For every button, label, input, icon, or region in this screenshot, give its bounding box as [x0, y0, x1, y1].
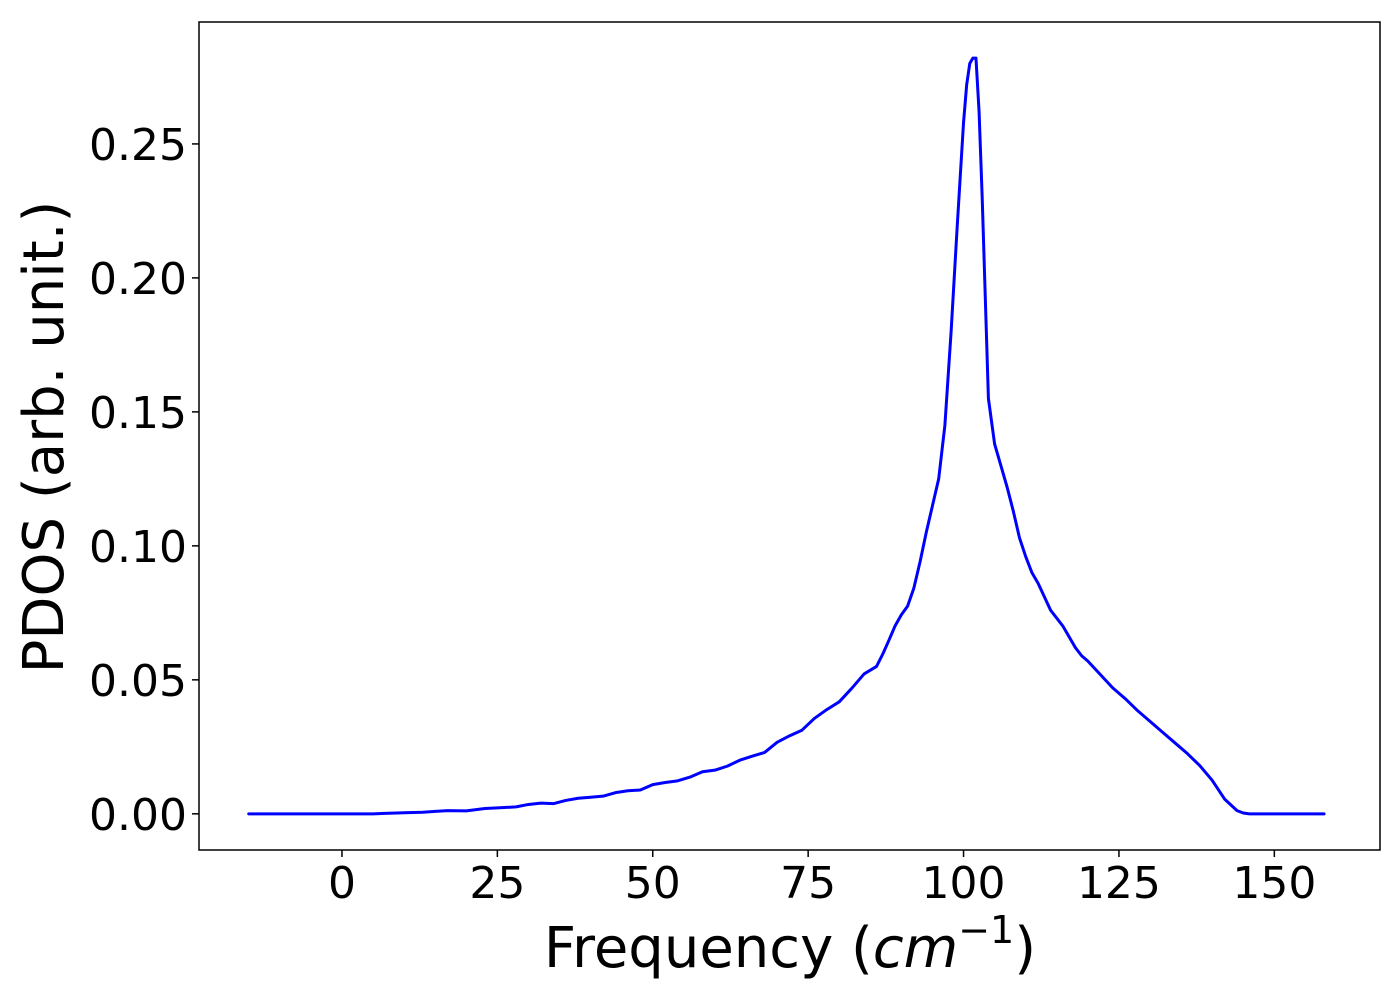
x-tick-label: 150: [1232, 858, 1316, 909]
x-axis-label-text: Frequency (: [544, 916, 873, 981]
y-tick-label: 0.00: [89, 790, 187, 841]
y-tick-label: 0.25: [89, 120, 187, 171]
y-axis-ticks: 0.00 0.05 0.10 0.15 0.20 0.25: [89, 120, 199, 841]
y-tick-label: 0.05: [89, 656, 187, 707]
plot-area: [247, 56, 1326, 816]
x-tick-label: 50: [625, 858, 681, 909]
x-tick-label: 75: [780, 858, 836, 909]
y-tick-label: 0.20: [89, 254, 187, 305]
y-tick-label: 0.10: [89, 522, 187, 573]
x-axis-label-exponent: −1: [958, 908, 1014, 952]
x-tick-label: 125: [1077, 858, 1161, 909]
pdos-series-line: [247, 56, 1326, 816]
axes-frame: [198, 21, 1381, 851]
y-axis-label: PDOS (arb. unit.): [12, 201, 77, 674]
x-axis-ticks: 0 25 50 75 100 125 150: [328, 850, 1316, 909]
x-axis-label: Frequency (cm−1): [544, 908, 1036, 981]
x-tick-label: 0: [328, 858, 356, 909]
x-tick-label: 100: [922, 858, 1006, 909]
y-tick-label: 0.15: [89, 388, 187, 439]
x-axis-label-unit: cm: [873, 916, 958, 981]
x-axis-label-close: ): [1014, 916, 1036, 981]
x-tick-label: 25: [469, 858, 525, 909]
